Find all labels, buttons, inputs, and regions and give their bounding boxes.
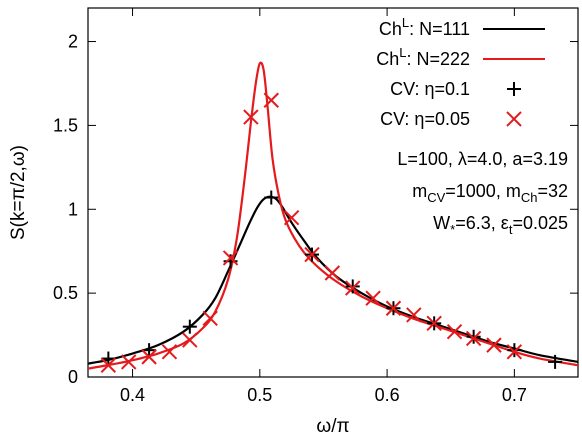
y-axis-title: S(k=π/2,ω) (8, 145, 29, 240)
y-tick-label: 0 (68, 367, 78, 387)
marker-cross-point (304, 246, 320, 263)
marker-cross-point (141, 349, 157, 365)
marker-cross-point (243, 109, 259, 125)
marker-plus-point (507, 343, 522, 358)
annotation-line-2: mCV=1000, mCh=32 (412, 181, 568, 205)
marker-cross-point (345, 280, 361, 296)
legend-label-cv-eta01: CV: η=0.1 (390, 79, 470, 99)
marker-plus-point (142, 343, 157, 358)
axis-ticks: 0.4 0.5 0.6 0.7 0 0.5 1 1.5 2 (53, 8, 578, 405)
plot-layer (88, 61, 578, 373)
legend-swatch-cv-eta01 (507, 82, 521, 96)
marker-cross-point (406, 307, 422, 323)
marker-cross-point (324, 265, 341, 281)
plot-frame (87, 7, 579, 378)
x-tick-label: 0.4 (120, 385, 145, 405)
marker-plus-point (182, 319, 197, 334)
x-tick-label: 0.6 (375, 385, 400, 405)
y-tick-label: 1 (68, 199, 78, 219)
marker-cross-point (161, 344, 178, 360)
x-tick-label: 0.7 (502, 385, 527, 405)
y-tick-label: 1.5 (53, 115, 78, 135)
y-tick-label: 2 (68, 32, 78, 52)
marker-plus-point (548, 354, 563, 369)
marker-cross-point (182, 332, 198, 348)
series-markers (100, 92, 563, 373)
x-tick-label: 0.5 (247, 385, 272, 405)
legend-label-cv-eta005: CV: η=0.05 (380, 109, 470, 129)
y-tick-label: 0.5 (53, 283, 78, 303)
marker-cross-point (465, 330, 482, 347)
marker-cross-point (222, 250, 239, 266)
marker-cross-point (365, 290, 381, 306)
marker-cross-point (446, 324, 463, 340)
x-axis-title: ω/π (316, 416, 349, 437)
annotation-line-3: W*=6.3, εt=0.025 (433, 213, 568, 237)
marker-cross-point (486, 337, 502, 353)
marker-plus-point (345, 279, 360, 294)
legend-label-chl-n111: ChL: N=111 (379, 15, 470, 39)
legend-swatch-cv-eta005 (506, 111, 522, 127)
marker-plus-point (466, 329, 481, 344)
parameter-annotations: L=100, λ=4.0, a=3.19 mCV=1000, mCh=32 W*… (397, 149, 568, 237)
marker-cross-point (202, 310, 218, 327)
legend-plus-marker (507, 82, 521, 96)
marker-cross-point (121, 354, 137, 370)
marker-cross-point (283, 209, 300, 226)
marker-cross-point (426, 315, 442, 332)
marker-plus-point (264, 190, 279, 205)
marker-cross-point (385, 300, 402, 316)
marker-cross-point (100, 357, 117, 373)
legend: ChL: N=111 ChL: N=222 CV: η=0.1 CV: η=0.… (376, 15, 545, 129)
annotation-line-1: L=100, λ=4.0, a=3.19 (397, 149, 568, 169)
legend-cross-marker (506, 111, 522, 127)
marker-cross-point (263, 92, 279, 108)
marker-plus-point (101, 351, 116, 366)
marker-cross-point (506, 344, 523, 360)
legend-label-chl-n222: ChL: N=222 (376, 45, 470, 69)
